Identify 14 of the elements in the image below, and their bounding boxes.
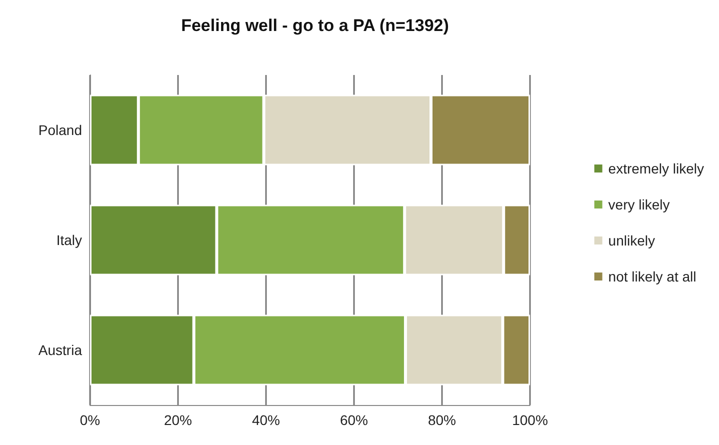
chart-title: Feeling well - go to a PA (n=1392) — [181, 16, 449, 35]
x-tick-label: 40% — [252, 412, 280, 428]
legend-label: very likely — [608, 196, 670, 212]
x-tick-label: 60% — [340, 412, 368, 428]
y-tick-label: Italy — [56, 232, 82, 248]
y-tick-label: Austria — [38, 342, 82, 358]
x-tick-label: 80% — [428, 412, 456, 428]
legend-label: unlikely — [608, 232, 656, 248]
x-tick-label: 100% — [512, 412, 548, 428]
x-tick-label: 0% — [80, 412, 100, 428]
legend-label: not likely at all — [608, 268, 696, 284]
legend-label: extremely likely — [608, 160, 704, 176]
x-tick-label: 20% — [164, 412, 192, 428]
y-tick-label: Poland — [38, 122, 82, 138]
